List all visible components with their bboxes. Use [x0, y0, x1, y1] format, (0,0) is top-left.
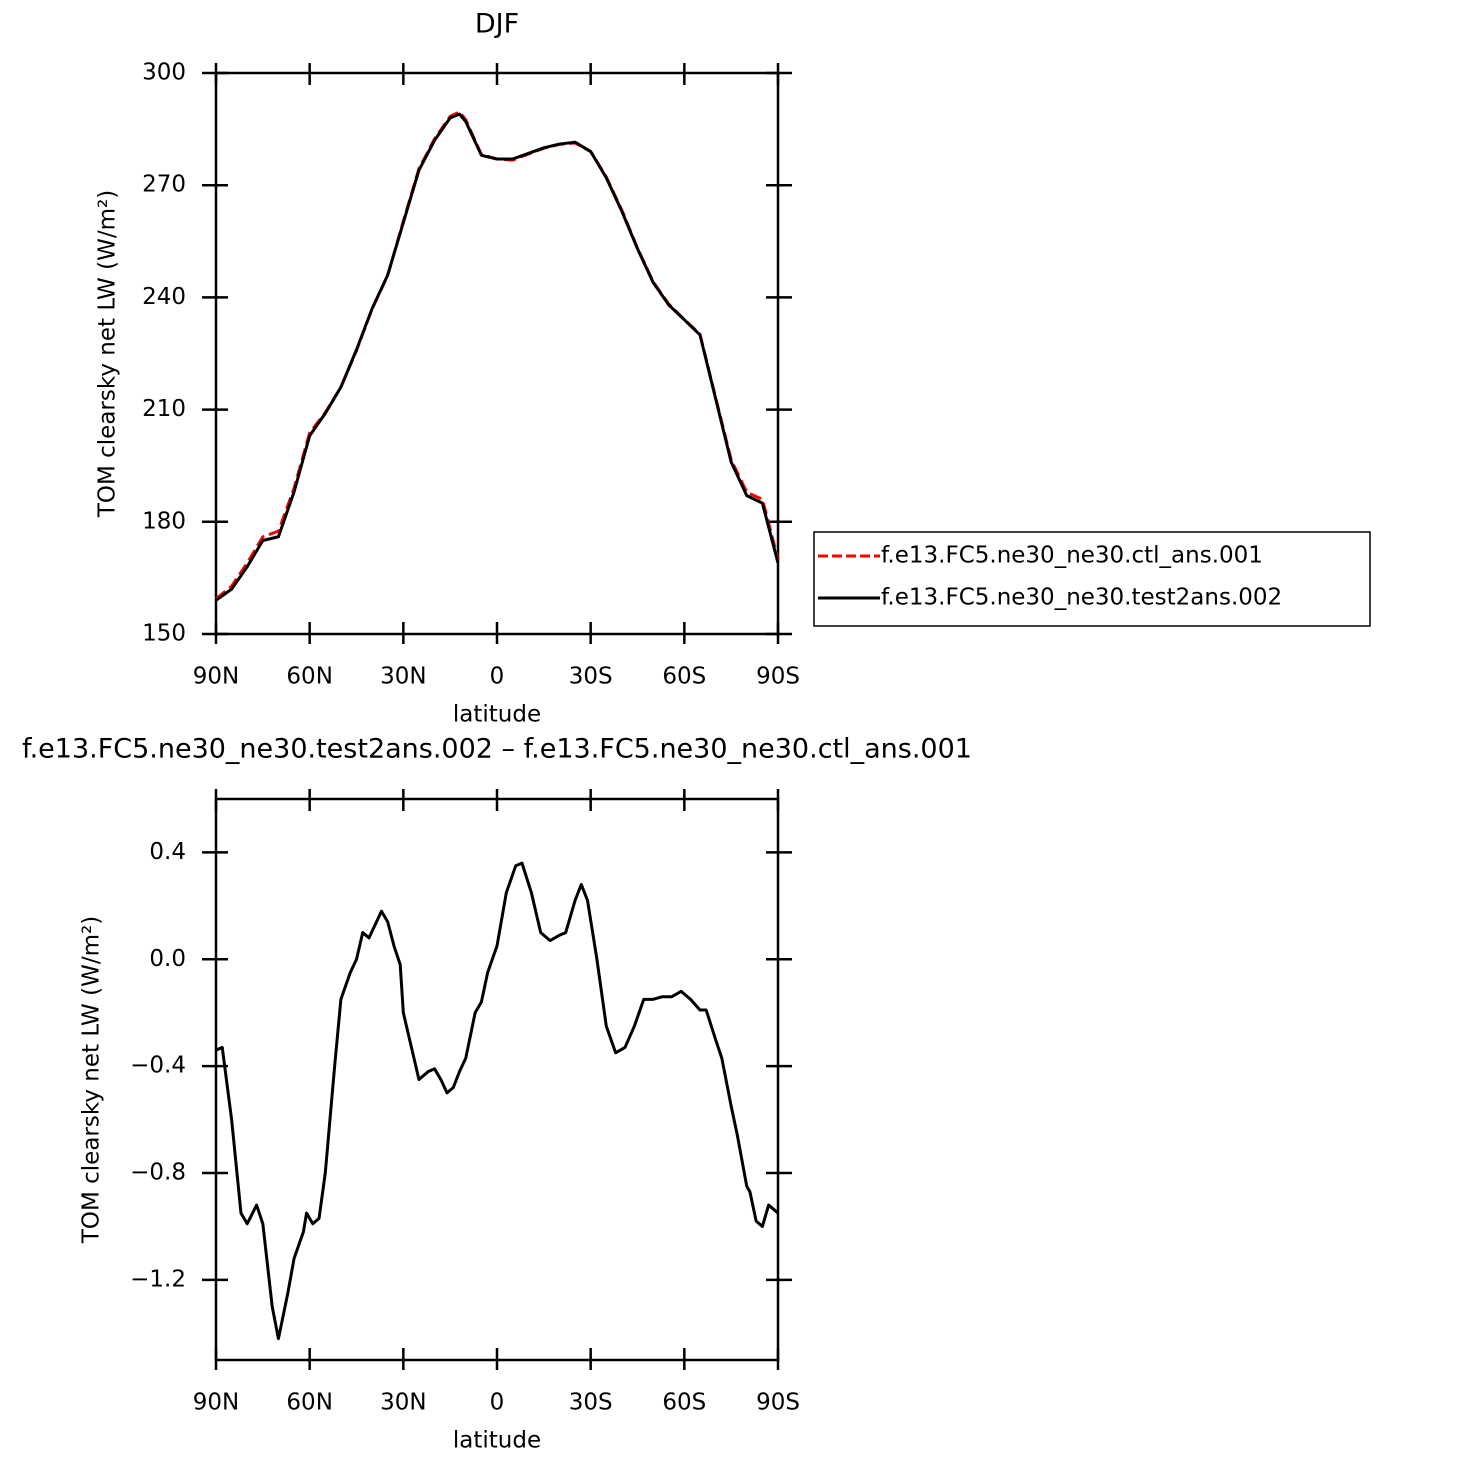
plot-frame: [214, 71, 780, 636]
x-axis-label: latitude: [453, 1428, 541, 1454]
x-axis-label: latitude: [453, 702, 541, 728]
x-tick-label: 30S: [569, 1390, 613, 1416]
x-tick-label: 90S: [756, 664, 800, 690]
x-tick-label: 30N: [380, 664, 426, 690]
y-tick-label: −1.2: [130, 1266, 186, 1292]
y-tick-label: 270: [142, 172, 186, 198]
y-tick-label: −0.4: [130, 1053, 186, 1079]
y-tick-label: 240: [142, 284, 186, 310]
y-tick-label: 150: [142, 621, 186, 647]
y-tick-label: 300: [142, 60, 186, 86]
x-tick-label: 60S: [662, 664, 706, 690]
data-line: [215, 112, 780, 602]
data-line: [215, 110, 780, 601]
y-axis-label: TOM clearsky net LW (W/m²): [79, 916, 105, 1244]
y-tick-label: 210: [142, 396, 186, 422]
x-tick-label: 60S: [662, 1390, 706, 1416]
x-tick-label: 90S: [756, 1390, 800, 1416]
y-tick-label: 180: [142, 508, 186, 534]
legend-box: [813, 531, 1371, 627]
y-tick-label: −0.8: [130, 1160, 186, 1186]
legend-label: f.e13.FC5.ne30_ne30.test2ans.002: [881, 585, 1282, 611]
x-tick-label: 60N: [286, 1390, 332, 1416]
x-tick-label: 30S: [569, 664, 613, 690]
y-tick-label: 0.0: [149, 946, 186, 972]
y-tick-label: 0.4: [149, 839, 186, 865]
data-line: [215, 861, 779, 1341]
x-tick-label: 0: [490, 664, 505, 690]
plot-frame: [214, 797, 780, 1362]
y-axis-label: TOM clearsky net LW (W/m²): [95, 190, 121, 518]
chart-title: DJF: [475, 9, 519, 40]
x-tick-label: 0: [490, 1390, 505, 1416]
chart-title: f.e13.FC5.ne30_ne30.test2ans.002 – f.e13…: [22, 734, 972, 765]
x-tick-label: 60N: [286, 664, 332, 690]
legend-label: f.e13.FC5.ne30_ne30.ctl_ans.001: [881, 543, 1263, 569]
x-tick-label: 30N: [380, 1390, 426, 1416]
x-tick-label: 90N: [193, 1390, 239, 1416]
x-tick-label: 90N: [193, 664, 239, 690]
